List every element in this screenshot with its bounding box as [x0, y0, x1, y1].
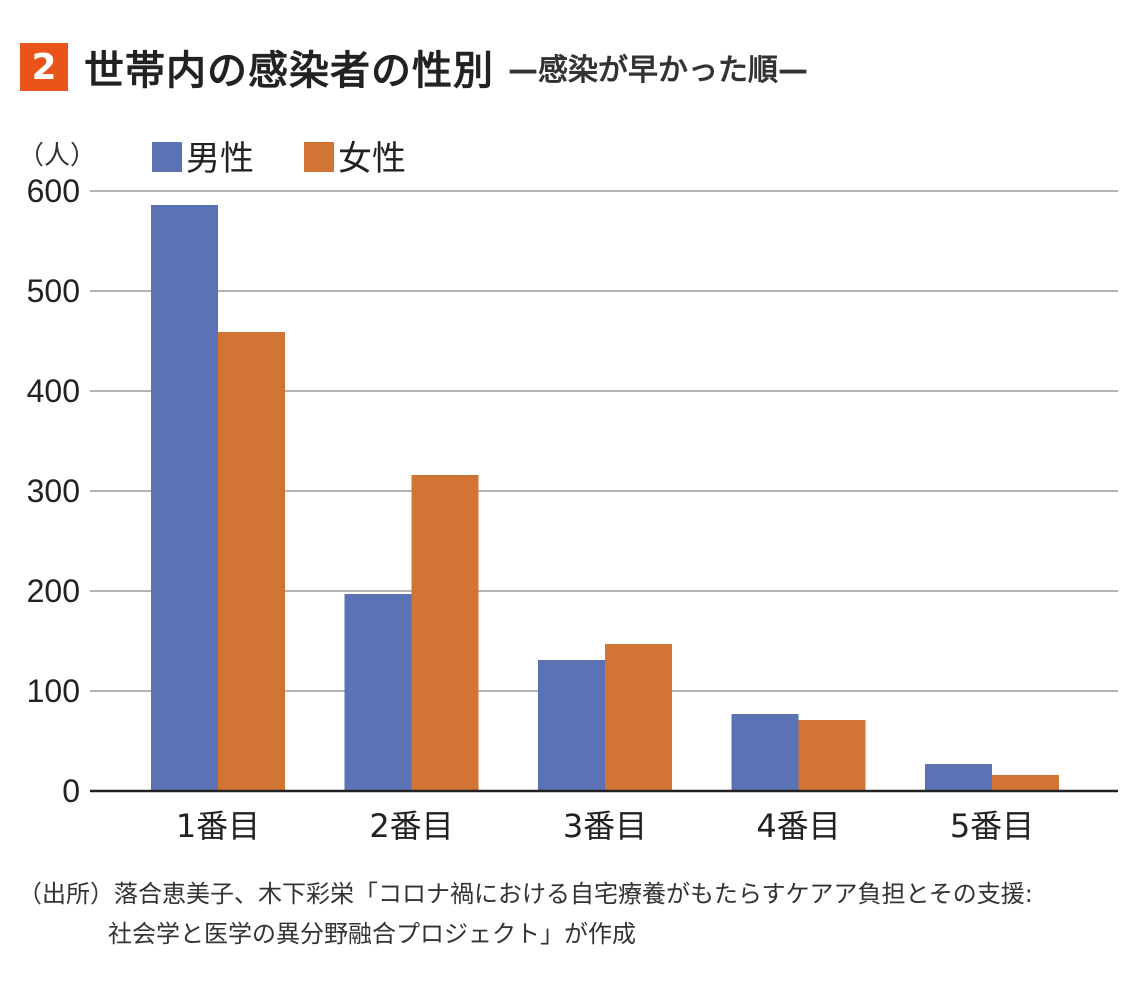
x-tick-label: 1番目: [176, 807, 260, 845]
legend-label: 男性: [186, 139, 254, 179]
legend-swatch: [304, 142, 334, 172]
bar: [218, 332, 285, 791]
chart-header: 2 世帯内の感染者の性別 —感染が早かった順—: [20, 38, 808, 96]
legend-label: 女性: [338, 139, 406, 179]
y-axis-unit-label: （人）: [18, 141, 96, 171]
bar: [411, 475, 479, 791]
source-line-2: 社会学と医学の異分野融合プロジェクト」が作成: [108, 920, 636, 948]
y-tick-label: 600: [27, 173, 80, 209]
y-tick-label: 300: [27, 473, 80, 509]
bar: [731, 714, 799, 791]
x-tick-label: 3番目: [563, 807, 647, 845]
y-tick-label: 200: [27, 573, 80, 609]
bar: [538, 660, 605, 791]
bar: [151, 205, 218, 791]
y-tick-label: 500: [27, 273, 80, 309]
chart-subtitle: —感染が早かった順—: [508, 53, 808, 88]
source-note: （出所）落合恵美子、木下彩栄「コロナ禍における自宅療養がもたらすケアア負担とその…: [18, 874, 1033, 954]
bar: [344, 594, 412, 791]
y-tick-label: 0: [62, 773, 80, 809]
y-tick-label: 400: [27, 373, 80, 409]
source-line-1: （出所）落合恵美子、木下彩栄「コロナ禍における自宅療養がもたらすケアア負担とその…: [18, 880, 1033, 908]
figure-number-badge: 2: [20, 43, 68, 91]
bar-chart: 0 100 200 300 400 500 600（人） 男性 女性 1番目 2番目 3番目 4番目 5番…: [18, 139, 1118, 845]
x-tick-label: 5番目: [950, 807, 1034, 845]
bar: [925, 764, 992, 791]
bar: [992, 775, 1059, 791]
bar: [605, 644, 672, 791]
chart-title: 世帯内の感染者の性別: [84, 48, 494, 94]
x-tick-label: 2番目: [369, 807, 453, 845]
y-tick-label: 100: [27, 673, 80, 709]
x-tick-label: 4番目: [756, 807, 840, 845]
legend-swatch: [152, 142, 182, 172]
bar: [798, 720, 866, 791]
